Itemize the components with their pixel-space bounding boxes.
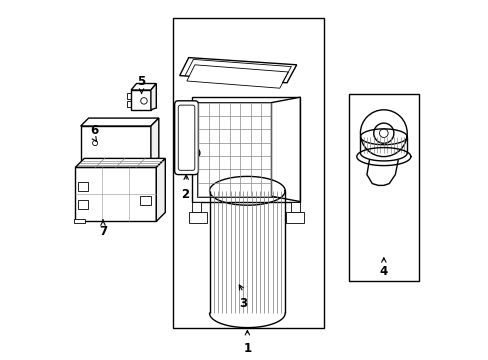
Bar [131, 90, 151, 110]
Polygon shape [81, 118, 159, 126]
Text: 5: 5 [137, 75, 145, 88]
Polygon shape [192, 97, 300, 202]
Bar [78, 182, 88, 191]
Polygon shape [151, 118, 159, 160]
Polygon shape [291, 202, 300, 212]
Text: 6: 6 [90, 124, 98, 137]
Polygon shape [131, 84, 156, 90]
Text: 4: 4 [379, 265, 387, 278]
Polygon shape [285, 212, 303, 223]
Polygon shape [192, 202, 201, 212]
Text: 7: 7 [99, 225, 107, 238]
Polygon shape [186, 65, 288, 88]
Text: 1: 1 [243, 342, 251, 355]
Bar [126, 93, 131, 99]
Polygon shape [73, 219, 85, 223]
Polygon shape [75, 158, 165, 167]
FancyBboxPatch shape [174, 101, 198, 175]
Polygon shape [188, 212, 206, 223]
Bar [78, 200, 88, 209]
Bar [140, 196, 151, 205]
Bar [75, 167, 156, 221]
Bar [172, 18, 323, 328]
Polygon shape [151, 84, 156, 110]
Polygon shape [271, 97, 300, 202]
Bar [81, 126, 151, 160]
Bar [348, 94, 418, 281]
Polygon shape [179, 58, 296, 83]
Bar [126, 101, 131, 107]
Polygon shape [156, 158, 165, 221]
Polygon shape [196, 102, 295, 197]
Text: 3: 3 [239, 297, 247, 310]
Text: 2: 2 [181, 188, 189, 201]
